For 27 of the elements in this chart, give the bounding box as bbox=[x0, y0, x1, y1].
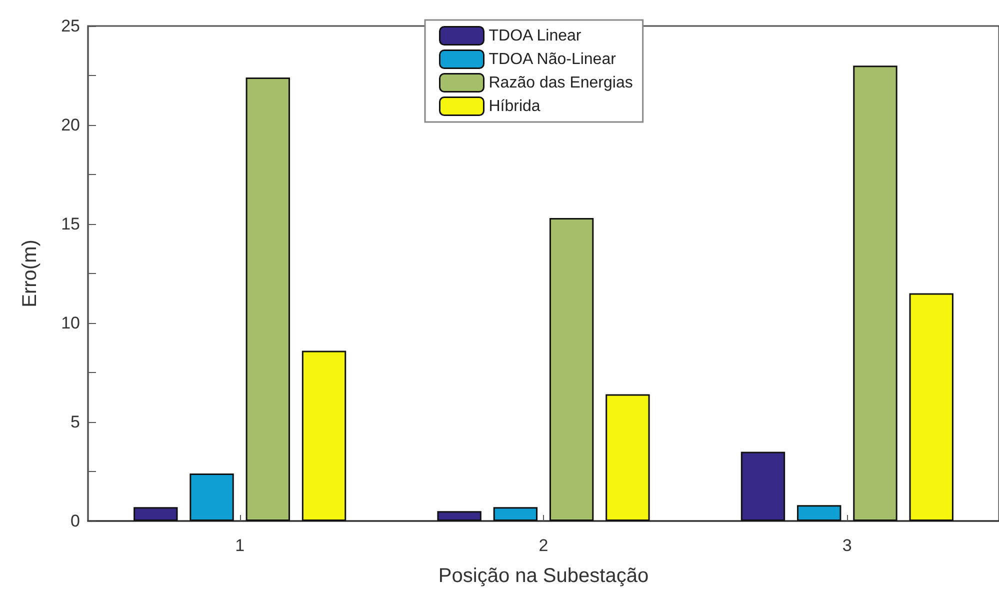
y-tick-label: 25 bbox=[61, 16, 80, 36]
bar bbox=[853, 66, 898, 521]
y-tick-label: 0 bbox=[70, 512, 80, 530]
legend-label: Razão das Energias bbox=[488, 74, 633, 92]
y-tick-label: 15 bbox=[61, 214, 80, 234]
bar bbox=[302, 350, 346, 521]
x-tick-label: 2 bbox=[538, 536, 548, 555]
bar bbox=[493, 507, 538, 521]
bar bbox=[437, 511, 482, 521]
bar bbox=[246, 77, 290, 521]
legend-label: Híbrida bbox=[488, 98, 540, 115]
bar bbox=[797, 505, 842, 521]
y-tick-label: 20 bbox=[61, 116, 80, 134]
legend-label: TDOA Linear bbox=[488, 27, 582, 44]
bar bbox=[606, 394, 650, 521]
x-tick-label: 1 bbox=[235, 536, 245, 555]
y-axis-title: Erro(m) bbox=[19, 240, 41, 308]
x-tick-label: 3 bbox=[842, 536, 852, 555]
bar bbox=[134, 507, 178, 521]
bar bbox=[909, 293, 954, 521]
y-tick-label: 10 bbox=[61, 314, 80, 332]
bar bbox=[740, 452, 786, 521]
bar bbox=[190, 473, 234, 521]
bar bbox=[549, 218, 594, 521]
y-tick-label: 5 bbox=[70, 412, 80, 432]
x-axis-title: Posição na Subestação bbox=[438, 565, 649, 587]
legend-label: TDOA Não-Linear bbox=[488, 50, 617, 68]
